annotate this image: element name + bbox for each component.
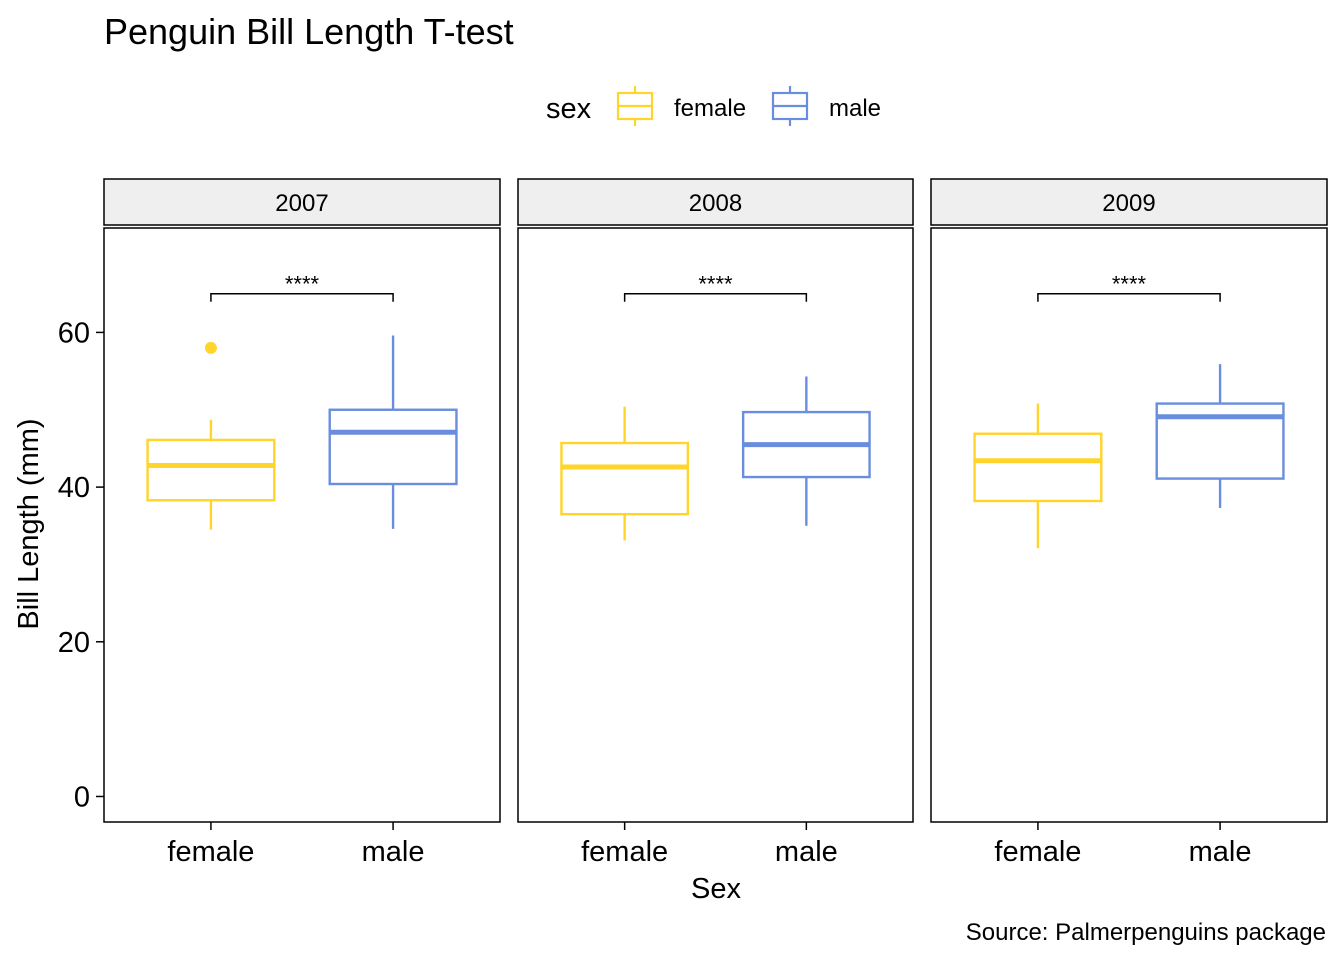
box-2009-female (973, 403, 1103, 549)
facet-strip (930, 178, 1328, 226)
legend-label-female: female (674, 95, 746, 122)
x-tick-label: male (362, 836, 425, 868)
facet-panel-2008: 2008 **** female male (517, 178, 914, 868)
facet-strip (103, 178, 501, 226)
y-axis: 0 20 40 60 (58, 317, 104, 813)
significance-bracket (1037, 292, 1221, 302)
x-tick-label: female (167, 836, 254, 868)
significance-bracket (623, 292, 808, 302)
y-tick-label: 20 (58, 627, 90, 659)
x-tick-label: male (1189, 836, 1252, 868)
box-iqr (146, 438, 276, 502)
panel-border (930, 227, 1328, 823)
legend-key-female (616, 86, 654, 126)
x-tick-label: male (775, 836, 838, 868)
legend-key-male (771, 86, 809, 126)
x-tick-label: female (581, 836, 668, 868)
y-tick-label: 60 (58, 317, 90, 349)
facet-strip-label: 2008 (689, 190, 742, 217)
facet-panel-2007: 2007 **** female male (103, 178, 501, 868)
significance-label: **** (285, 272, 320, 297)
x-axis-label: Sex (691, 873, 741, 905)
chart-title: Penguin Bill Length T-test (104, 11, 514, 52)
panel-border (103, 227, 501, 823)
box-2007-male (328, 335, 458, 529)
box-2008-female (560, 406, 690, 541)
panel-border (517, 227, 914, 823)
legend-title: sex (546, 93, 592, 125)
y-tick-label: 0 (74, 781, 90, 813)
y-axis-label: Bill Length (mm) (13, 418, 45, 629)
box-2009-male (1155, 364, 1285, 508)
facet-panel-2009: 2009 **** female male (930, 178, 1328, 868)
box-iqr (973, 432, 1103, 503)
facet-strip-label: 2007 (275, 190, 328, 217)
legend-label-male: male (829, 95, 881, 122)
facet-strip (517, 178, 914, 226)
box-2008-male (741, 376, 871, 526)
significance-label: **** (1112, 272, 1147, 297)
y-tick-label: 40 (58, 472, 90, 504)
x-tick-label: female (994, 836, 1081, 868)
legend: sex female male (546, 86, 881, 126)
chart-caption: Source: Palmerpenguins package (966, 919, 1326, 946)
box-iqr (328, 408, 458, 486)
box-iqr (560, 441, 690, 516)
box-2007-female (146, 341, 276, 530)
significance-bracket (210, 292, 394, 302)
outlier-point (204, 341, 217, 354)
significance-label: **** (698, 272, 733, 297)
facet-strip-label: 2009 (1102, 190, 1155, 217)
